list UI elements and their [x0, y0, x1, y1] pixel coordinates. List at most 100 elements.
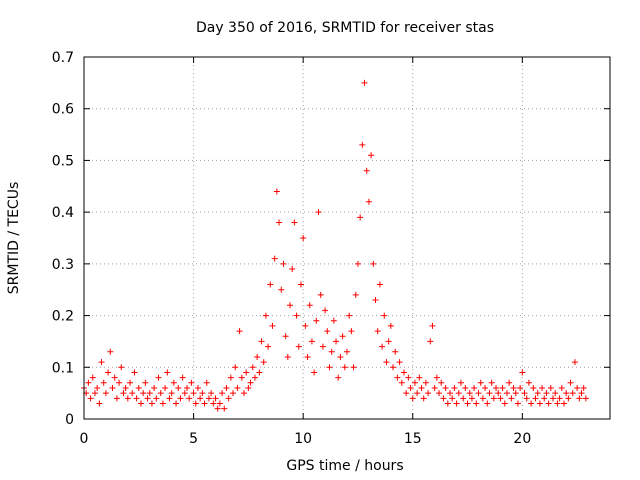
data-point	[113, 395, 120, 402]
data-point	[457, 379, 464, 386]
data-point	[306, 302, 313, 309]
data-point	[269, 322, 276, 329]
data-point	[326, 364, 333, 371]
data-point	[372, 297, 379, 304]
data-point	[100, 379, 107, 386]
data-point	[479, 395, 486, 402]
data-point	[444, 400, 451, 407]
data-point	[501, 400, 508, 407]
data-marks	[81, 79, 589, 412]
data-point	[567, 379, 574, 386]
data-point	[543, 390, 550, 397]
data-point	[199, 390, 206, 397]
data-point	[287, 302, 294, 309]
data-point	[328, 348, 335, 355]
data-point	[552, 390, 559, 397]
data-point	[205, 395, 212, 402]
data-point	[416, 374, 423, 381]
data-point	[140, 390, 147, 397]
data-point	[365, 198, 372, 205]
data-point	[422, 379, 429, 386]
data-point	[361, 79, 368, 86]
data-point	[144, 395, 151, 402]
data-point	[350, 364, 357, 371]
data-point	[569, 390, 576, 397]
data-point	[148, 400, 155, 407]
data-point	[133, 395, 140, 402]
chart-title: Day 350 of 2016, SRMTID for receiver sta…	[196, 20, 494, 36]
data-point	[194, 384, 201, 391]
data-point	[96, 400, 103, 407]
data-point	[313, 317, 320, 324]
data-point	[405, 374, 412, 381]
data-point	[556, 395, 563, 402]
y-tick-label: 0.2	[52, 309, 74, 325]
data-point	[127, 379, 134, 386]
data-point	[179, 374, 186, 381]
data-point	[420, 395, 427, 402]
data-point	[438, 379, 445, 386]
data-point	[223, 384, 230, 391]
data-point	[508, 395, 515, 402]
data-point	[225, 395, 232, 402]
data-point	[359, 141, 366, 148]
data-point	[256, 369, 263, 376]
data-point	[354, 260, 361, 267]
data-point	[477, 379, 484, 386]
data-point	[554, 400, 561, 407]
data-point	[431, 384, 438, 391]
data-point	[363, 167, 370, 174]
data-point	[385, 338, 392, 345]
data-point	[251, 374, 258, 381]
data-point	[289, 266, 296, 273]
data-point	[429, 322, 436, 329]
data-point	[146, 390, 153, 397]
data-point	[85, 379, 92, 386]
data-point	[333, 338, 340, 345]
x-axis-label: GPS time / hours	[286, 458, 403, 474]
data-point	[339, 333, 346, 340]
data-point	[510, 384, 517, 391]
data-point	[124, 395, 131, 402]
data-point	[162, 384, 169, 391]
data-point	[383, 359, 390, 366]
data-point	[387, 322, 394, 329]
data-point	[197, 395, 204, 402]
data-point	[135, 384, 142, 391]
data-point	[208, 390, 215, 397]
data-point	[536, 400, 543, 407]
data-point	[392, 348, 399, 355]
data-point	[120, 390, 127, 397]
data-point	[497, 395, 504, 402]
data-point	[295, 343, 302, 350]
data-point	[547, 384, 554, 391]
y-tick-label: 0	[65, 412, 74, 428]
data-point	[89, 374, 96, 381]
data-point	[291, 219, 298, 226]
data-point	[175, 384, 182, 391]
data-point	[488, 379, 495, 386]
data-point	[499, 384, 506, 391]
data-point	[341, 364, 348, 371]
data-point	[466, 390, 473, 397]
data-point	[409, 395, 416, 402]
data-point	[168, 390, 175, 397]
data-point	[528, 400, 535, 407]
data-point	[107, 348, 114, 355]
data-point	[188, 379, 195, 386]
data-point	[523, 395, 530, 402]
data-point	[558, 384, 565, 391]
data-point	[236, 328, 243, 335]
data-point	[455, 390, 462, 397]
data-point	[203, 379, 210, 386]
data-point	[311, 369, 318, 376]
data-point	[453, 400, 460, 407]
y-tick-label: 0.6	[52, 102, 74, 118]
plot-frame	[83, 56, 611, 420]
data-point	[414, 390, 421, 397]
data-point	[486, 390, 493, 397]
data-point	[186, 395, 193, 402]
data-point	[166, 395, 173, 402]
data-point	[440, 395, 447, 402]
